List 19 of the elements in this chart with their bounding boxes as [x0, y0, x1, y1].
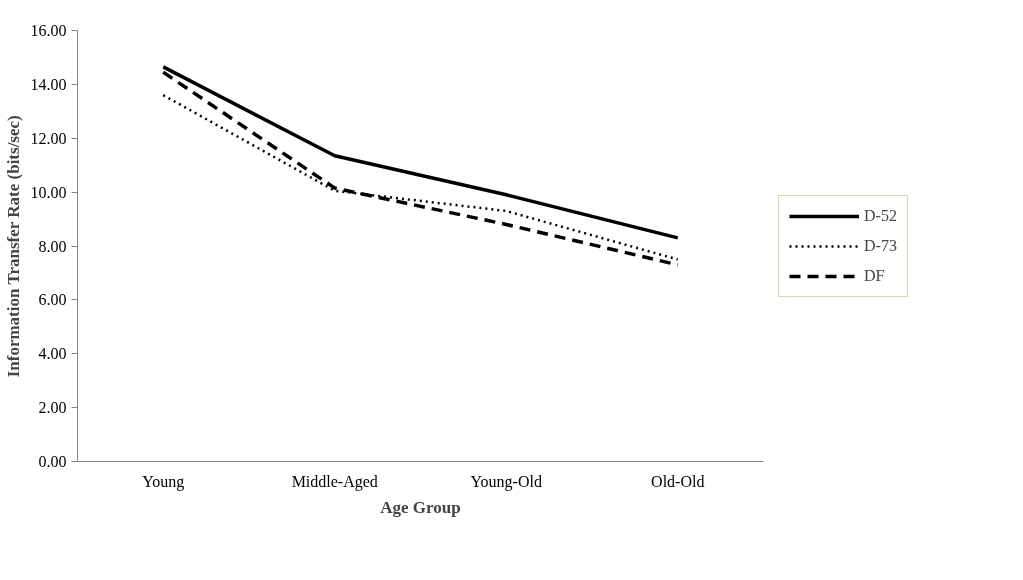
y-tick-label: 8.00 — [38, 237, 67, 255]
y-tick-label: 0.00 — [38, 453, 67, 470]
x-tick-label: Young-Old — [470, 472, 542, 491]
line-series — [161, 70, 680, 267]
legend-label: D-73 — [864, 236, 897, 255]
y-tick-label: 12.00 — [30, 129, 67, 147]
legend-label: DF — [864, 266, 885, 285]
x-tick-label: Old-Old — [651, 472, 705, 490]
legend-label: D-52 — [864, 206, 897, 225]
y-axis-title: Information Transfer Rate (bits/sec) — [3, 115, 23, 378]
y-tick-label: 14.00 — [30, 75, 67, 93]
x-tick-label: Middle-Aged — [291, 472, 378, 491]
y-tick-label: 6.00 — [38, 291, 67, 309]
y-tick-label: 16.00 — [30, 22, 67, 39]
x-axis-title: Age Group — [380, 497, 461, 517]
y-tick-label: 2.00 — [38, 399, 67, 417]
x-tick-label: Young — [142, 472, 185, 491]
y-tick-label: 4.00 — [38, 345, 67, 363]
y-tick-label: 10.00 — [30, 183, 67, 201]
